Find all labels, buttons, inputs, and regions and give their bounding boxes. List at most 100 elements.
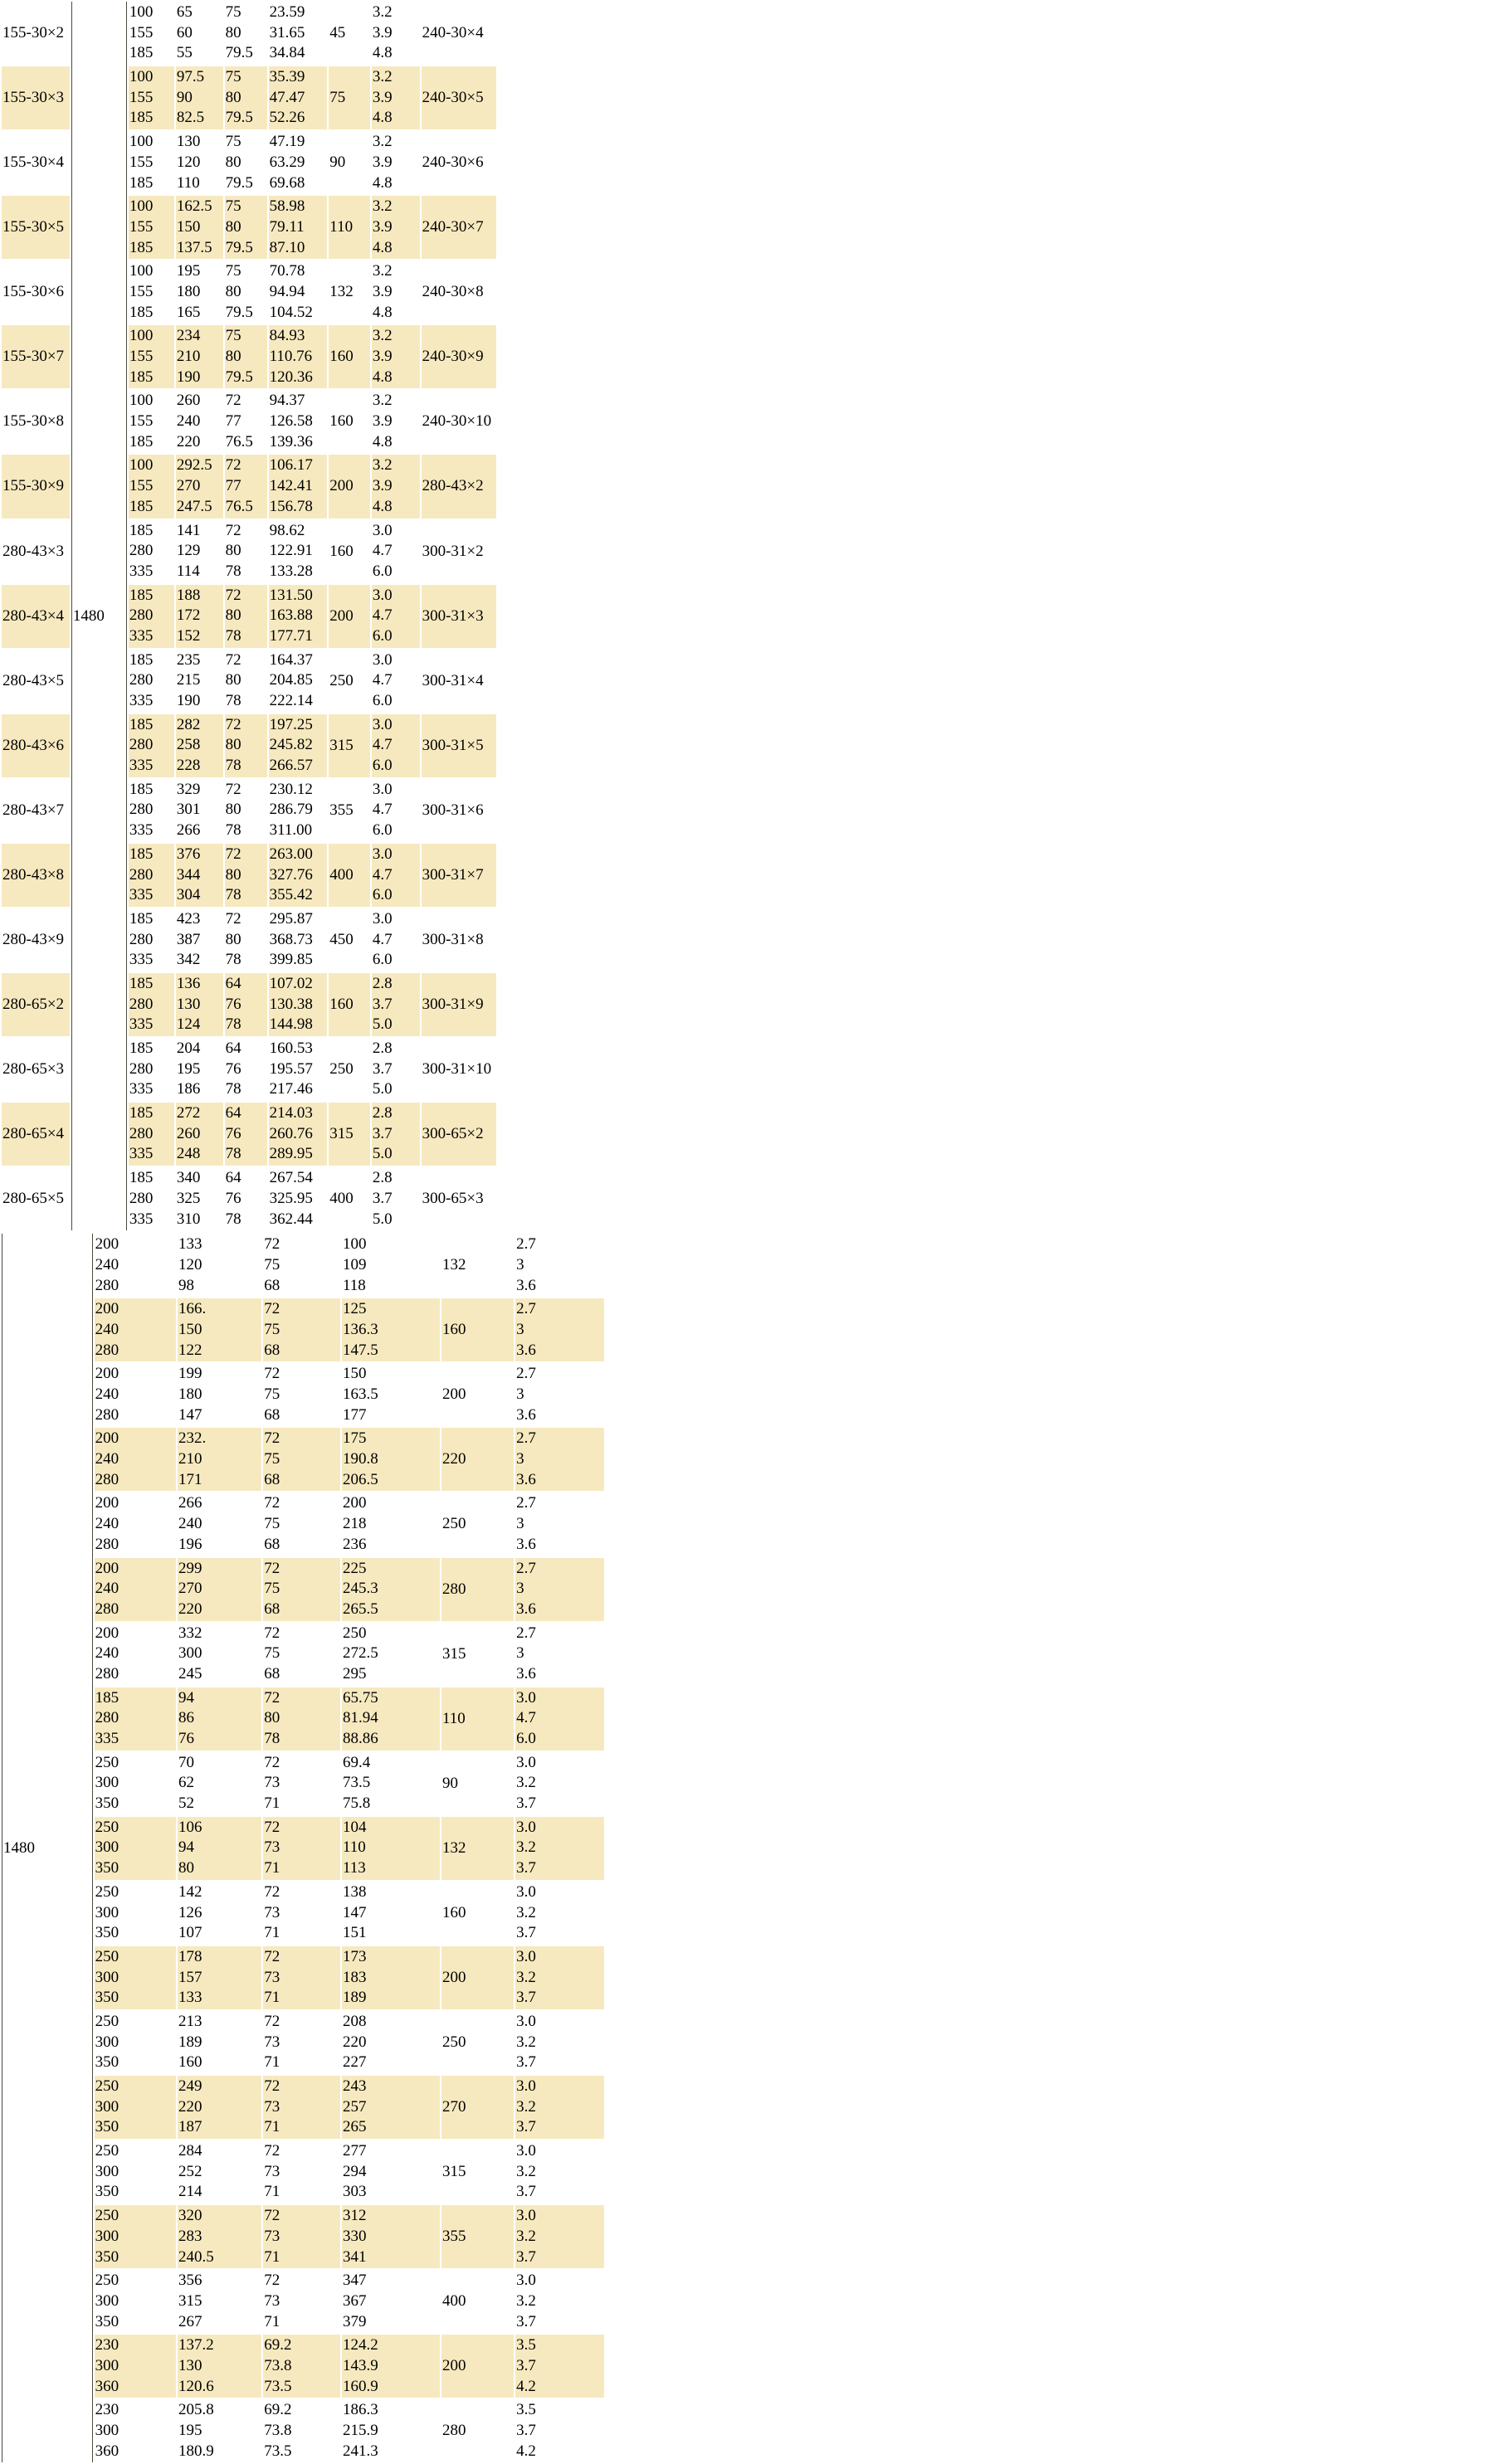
motor-power-cell: 280 [441, 2399, 514, 2463]
flow-cell-line: 250 [95, 2012, 119, 2030]
flow-cell: 250 300 350 [94, 2140, 176, 2204]
pump-spec-table-right: 1480 200 240 280 133 120 98 72 75 68 100 109 118 132 2… [0, 1232, 606, 2464]
flow-cell-line: 240 [95, 1450, 119, 1468]
flow-cell-line: 200 [95, 1429, 119, 1448]
flow-cell-line: 185 [129, 974, 154, 992]
head-cell-line: 141 [176, 521, 201, 539]
table-row: 280-43×6 185 280 335 282 258 228 72 80 78 197.25 24… [2, 713, 496, 777]
efficiency-cell-line: 72 [264, 1365, 280, 1383]
npsh-cell: 3.2 3.9 4.8 [371, 131, 420, 195]
motor-power-cell: 160 [329, 390, 370, 454]
efficiency-cell-line: 71 [264, 2053, 280, 2072]
head-cell-line: 106 [178, 1818, 202, 1836]
flow-cell-line: 350 [95, 1989, 119, 2007]
flow-cell-line: 280 [95, 1664, 119, 1682]
power-cell-line: 177.71 [269, 626, 313, 645]
power-cell-line: 266.57 [269, 757, 313, 775]
power-cell-line: 272.5 [342, 1644, 378, 1663]
power-cell-line: 163.88 [269, 606, 313, 625]
efficiency-cell-line: 75 [225, 327, 241, 345]
head-cell-line: 180 [176, 282, 201, 300]
efficiency-cell-line: 78 [225, 1145, 241, 1163]
table-row: 200 240 280 166. 150 122 72 75 68 125 136.3 147.5 16… [2, 1298, 604, 1362]
head-cell: 284 252 214 [178, 2140, 262, 2204]
npsh-cell-line: 3.9 [372, 153, 393, 171]
efficiency-cell-line: 72 [225, 715, 241, 733]
head-cell: 320 283 240.5 [178, 2205, 262, 2269]
npsh-cell: 2.7 3 3.6 [515, 1557, 604, 1621]
model-code-2-cell: 300-65×2 [421, 1103, 496, 1166]
motor-power-cell: 250 [441, 1493, 514, 1556]
efficiency-cell-line: 80 [225, 671, 241, 689]
efficiency-cell: 72 75 68 [263, 1363, 340, 1427]
efficiency-cell: 72 75 68 [263, 1557, 340, 1621]
efficiency-cell-line: 76.5 [225, 432, 253, 450]
model-code-cell: 280-43×3 [2, 519, 70, 583]
flow-cell-line: 350 [95, 1859, 119, 1877]
npsh-cell-line: 3.7 [372, 1059, 393, 1078]
npsh-cell-line: 3.2 [372, 197, 393, 216]
npsh-cell-line: 3.0 [516, 2207, 536, 2225]
power-cell: 160.53 195.57 217.46 [268, 1038, 328, 1102]
head-cell-line: 258 [176, 736, 201, 754]
flow-cell: 185 280 335 [128, 843, 174, 907]
power-cell-line: 362.44 [269, 1210, 313, 1228]
flow-cell-line: 155 [129, 348, 154, 365]
npsh-cell-line: 3 [516, 1320, 524, 1338]
power-cell: 84.93 110.76 120.36 [268, 325, 328, 389]
model-code-2-cell: 300-31×2 [421, 519, 496, 583]
head-cell-line: 220 [178, 1600, 202, 1618]
power-cell: 250 272.5 295 [341, 1622, 440, 1686]
power-cell-line: 65.75 [342, 1688, 378, 1707]
efficiency-cell-line: 64 [225, 1040, 241, 1057]
head-cell-line: 252 [178, 2162, 202, 2180]
power-cell: 347 367 379 [341, 2270, 440, 2334]
head-cell-line: 301 [176, 801, 201, 819]
npsh-cell-line: 3.2 [372, 133, 393, 151]
efficiency-cell: 72 73 71 [263, 1945, 340, 2009]
power-cell: 173 183 189 [341, 1945, 440, 2009]
flow-cell: 100 155 185 [128, 455, 174, 519]
power-cell-line: 330 [342, 2227, 367, 2245]
efficiency-cell-line: 78 [225, 757, 241, 775]
npsh-cell: 3.0 3.2 3.7 [515, 2270, 604, 2334]
power-cell-line: 222.14 [269, 692, 313, 709]
efficiency-cell: 64 76 78 [224, 972, 267, 1036]
power-cell: 197.25 245.82 266.57 [268, 713, 328, 777]
efficiency-cell-line: 73 [264, 2097, 280, 2116]
power-cell-line: 367 [342, 2291, 367, 2310]
npsh-cell: 3.0 3.2 3.7 [515, 2010, 604, 2074]
power-cell-line: 206.5 [342, 1470, 378, 1488]
rpm-cell: 1480 [2, 1234, 93, 2463]
npsh-cell: 3.0 3.2 3.7 [515, 2076, 604, 2140]
flow-cell-line: 155 [129, 88, 154, 106]
power-cell-line: 124.2 [342, 2336, 378, 2354]
head-cell-line: 260 [176, 392, 201, 410]
head-cell: 282 258 228 [175, 713, 223, 777]
efficiency-cell-line: 76 [225, 1124, 241, 1142]
power-cell-line: 189 [342, 1989, 367, 2007]
flow-cell-line: 280 [129, 606, 154, 625]
head-cell-line: 325 [176, 1189, 201, 1207]
efficiency-cell-line: 80 [225, 865, 241, 884]
efficiency-cell: 75 80 79.5 [224, 196, 267, 260]
head-cell-line: 137.2 [178, 2336, 214, 2354]
power-cell-line: 260.76 [269, 1124, 313, 1142]
head-cell: 70 62 52 [178, 1751, 262, 1815]
flow-cell-line: 240 [95, 1320, 119, 1338]
npsh-cell: 3.2 3.9 4.8 [371, 325, 420, 389]
flow-cell-line: 335 [129, 951, 154, 969]
head-cell: 423 387 342 [175, 908, 223, 971]
efficiency-cell-line: 76 [225, 995, 241, 1013]
npsh-cell: 3.5 3.7 4.2 [515, 2399, 604, 2463]
efficiency-cell-line: 80 [225, 217, 241, 236]
head-cell-line: 342 [176, 951, 201, 969]
efficiency-cell-line: 73.5 [264, 2442, 292, 2460]
head-cell: 162.5 150 137.5 [175, 196, 223, 260]
head-cell-line: 90 [176, 88, 193, 106]
table-row: 250 300 350 70 62 52 72 73 71 69.4 73.5 75.8 90 3.0 3.… [2, 1751, 604, 1815]
table-row: 155-30×4 100 155 185 130 120 110 75 80 79.5 47.19 6… [2, 131, 496, 195]
table-row: 280-65×2 185 280 335 136 130 124 64 76 78 107.02 13… [2, 972, 496, 1036]
flow-cell-line: 185 [129, 1169, 154, 1187]
model-code-2-cell: 240-30×10 [421, 390, 496, 454]
